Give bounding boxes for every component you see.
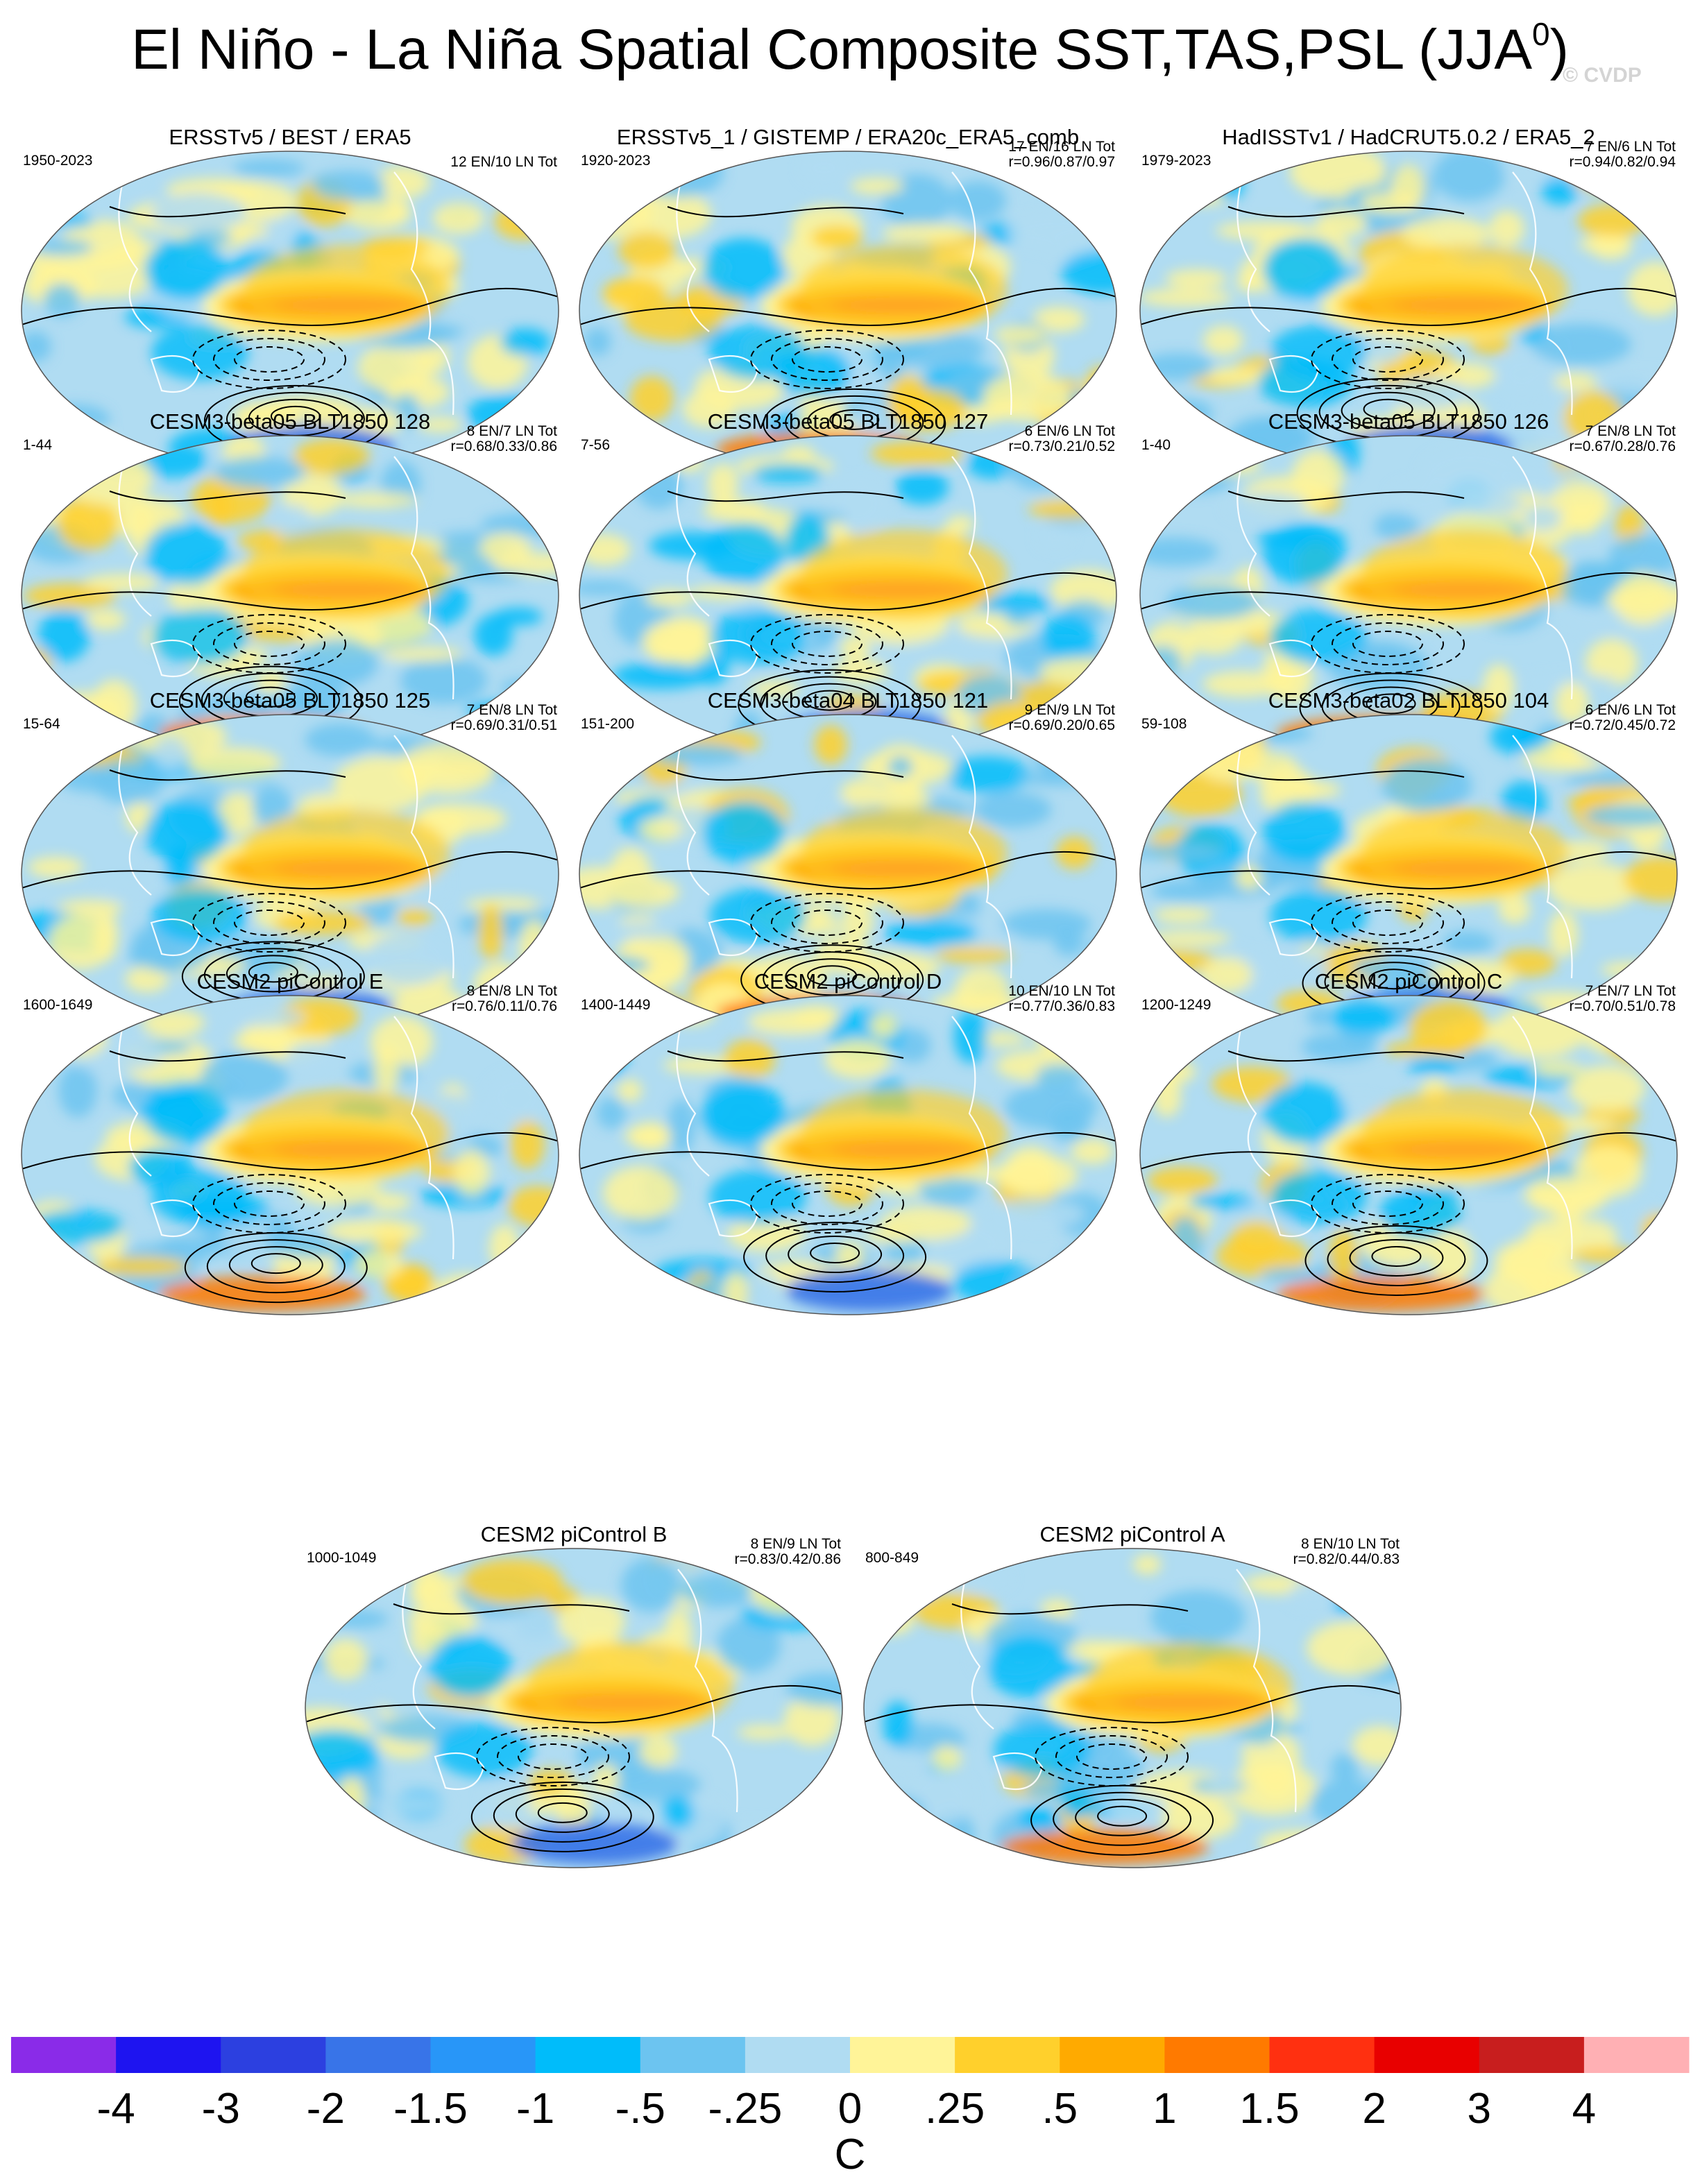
panel-correlation: r=0.68/0.33/0.86 <box>450 438 557 454</box>
panel-years: 1200-1249 <box>1141 997 1211 1013</box>
panel-title: ERSSTv5_1 / GISTEMP / ERA20c_ERA5_comb <box>617 125 1079 149</box>
panel-counts: 6 EN/6 LN Tot <box>1586 702 1676 718</box>
panel-counts: 7 EN/8 LN Tot <box>1586 423 1676 439</box>
panel-years: 1950-2023 <box>23 153 92 169</box>
panel-counts: 8 EN/10 LN Tot <box>1301 1536 1400 1552</box>
panel-counts: 8 EN/7 LN Tot <box>467 423 558 439</box>
panel-title: CESM3-beta05 BLT1850 128 <box>150 409 430 434</box>
panel-correlation: r=0.72/0.45/0.72 <box>1569 717 1676 733</box>
panel-correlation: r=0.77/0.36/0.83 <box>1008 998 1115 1014</box>
main-title: El Niño - La Niña Spatial Composite SST,… <box>0 15 1700 85</box>
title-text: El Niño - La Niña Spatial Composite SST,… <box>131 18 1533 81</box>
panel-title: CESM3-beta05 BLT1850 127 <box>708 409 988 434</box>
panel-years: 1000-1049 <box>307 1550 376 1566</box>
panel-title: CESM2 piControl E <box>197 969 384 993</box>
panel-title: ERSSTv5 / BEST / ERA5 <box>169 125 411 149</box>
panel-correlation: r=0.69/0.20/0.65 <box>1008 717 1115 733</box>
panel-years: 1600-1649 <box>23 997 92 1013</box>
panel-counts: 10 EN/10 LN Tot <box>1008 983 1115 999</box>
map-panel: CESM2 piControl D 1400-1449 10 EN/10 LN To… <box>579 969 1117 1315</box>
panel-correlation: r=0.69/0.31/0.51 <box>450 717 557 733</box>
panel-years: 800-849 <box>865 1550 919 1566</box>
panel-years: 7-56 <box>581 437 610 453</box>
panel-counts: 17 EN/16 LN Tot <box>1008 139 1115 155</box>
copyright-watermark: © CVDP <box>1563 64 1642 87</box>
panel-correlation: r=0.67/0.28/0.76 <box>1569 438 1676 454</box>
panel-correlation: r=0.83/0.42/0.86 <box>734 1551 841 1567</box>
panel-title: CESM3-beta05 BLT1850 125 <box>150 688 430 713</box>
panel-title: CESM2 piControl D <box>754 969 942 993</box>
title-superscript: 0 <box>1532 16 1550 52</box>
panel-years: 1979-2023 <box>1141 153 1211 169</box>
panel-title: CESM3-beta02 BLT1850 104 <box>1268 688 1549 713</box>
panel-years: 1-40 <box>1141 437 1171 453</box>
panel-years: 1-44 <box>23 437 52 453</box>
panel-counts: 6 EN/6 LN Tot <box>1025 423 1116 439</box>
panel-counts: 9 EN/9 LN Tot <box>1025 702 1116 718</box>
panel-years: 1400-1449 <box>581 997 650 1013</box>
panel-counts: 7 EN/7 LN Tot <box>1586 983 1676 999</box>
panel-title: CESM2 piControl C <box>1315 969 1502 993</box>
panel-title: HadISSTv1 / HadCRUT5.0.2 / ERA5_2 <box>1222 125 1595 149</box>
panel-correlation: r=0.70/0.51/0.78 <box>1569 998 1676 1014</box>
panel-title: CESM3-beta04 BLT1850 121 <box>708 688 988 713</box>
map-panel: CESM2 piControl E 1600-1649 8 EN/8 LN Totr… <box>21 969 559 1315</box>
panel-correlation: r=0.96/0.87/0.97 <box>1008 154 1115 170</box>
panel-correlation: r=0.76/0.11/0.76 <box>452 998 557 1014</box>
panel-counts: 7 EN/6 LN Tot <box>1586 139 1676 155</box>
panel-years: 1920-2023 <box>581 153 650 169</box>
panel-title: CESM2 piControl B <box>481 1522 668 1546</box>
panel-counts: 8 EN/8 LN Tot <box>467 983 558 999</box>
panel-counts: 7 EN/8 LN Tot <box>467 702 558 718</box>
panel-counts: 8 EN/9 LN Tot <box>751 1536 842 1552</box>
map-panel: CESM2 piControl B 1000-1049 8 EN/9 LN Totr… <box>305 1522 843 1868</box>
panel-title: CESM2 piControl A <box>1039 1522 1225 1546</box>
title-suffix: ) <box>1549 18 1569 81</box>
map-panel: CESM3-beta05 BLT1850 126 1-40 7 EN/8 LN To… <box>1139 409 1678 756</box>
map-panel: CESM2 piControl A 800-849 8 EN/10 LN Totr=… <box>863 1522 1402 1868</box>
panel-years: 59-108 <box>1141 716 1187 732</box>
panel-correlation: r=0.94/0.82/0.94 <box>1569 154 1676 170</box>
panel-years: 151-200 <box>581 716 634 732</box>
panel-correlation: r=0.73/0.21/0.52 <box>1008 438 1115 454</box>
map-panel: ERSSTv5_1 / GISTEMP / ERA20c_ERA5_comb 19… <box>579 125 1117 471</box>
map-panel: CESM2 piControl C 1200-1249 7 EN/7 LN Totr… <box>1139 969 1678 1315</box>
panel-years: 15-64 <box>23 716 60 732</box>
panel-correlation: r=0.82/0.44/0.83 <box>1293 1551 1400 1567</box>
panel-counts: 12 EN/10 LN Tot <box>450 154 557 170</box>
panel-title: CESM3-beta05 BLT1850 126 <box>1268 409 1549 434</box>
